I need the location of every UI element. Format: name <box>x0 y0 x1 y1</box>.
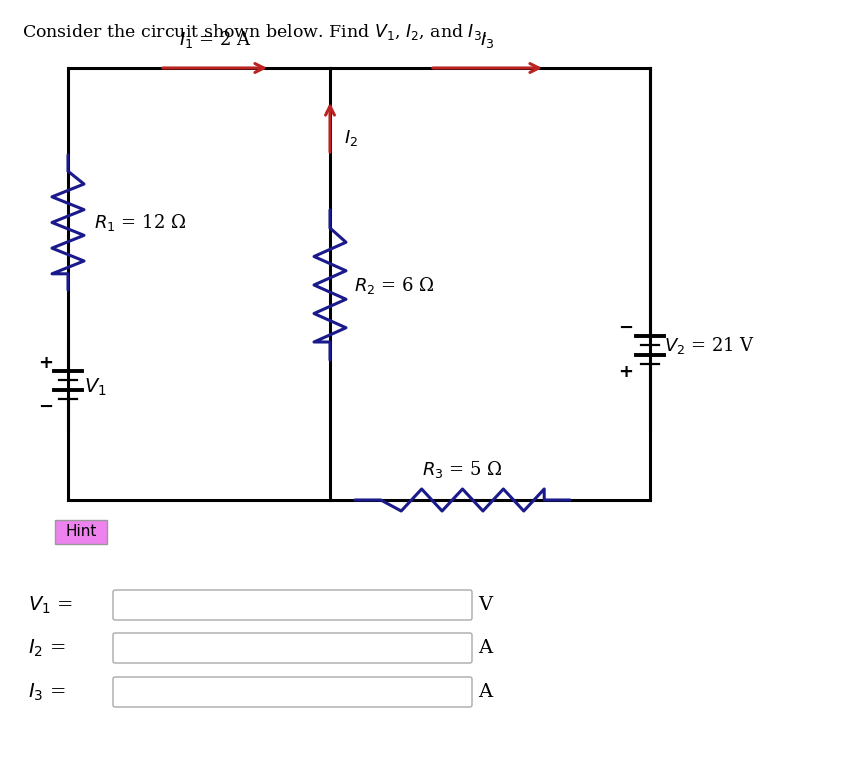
Text: $V_1$ =: $V_1$ = <box>28 594 73 615</box>
Text: $R_1$ = 12 Ω: $R_1$ = 12 Ω <box>94 212 186 233</box>
Text: $V_1$: $V_1$ <box>84 377 107 398</box>
Text: −: − <box>38 398 54 416</box>
Text: $V_2$ = 21 V: $V_2$ = 21 V <box>664 336 754 356</box>
FancyBboxPatch shape <box>55 520 107 544</box>
Text: +: + <box>618 363 633 381</box>
FancyBboxPatch shape <box>113 677 472 707</box>
Text: Consider the circuit shown below. Find $V_1$, $I_2$, and $I_3$.: Consider the circuit shown below. Find $… <box>22 22 486 42</box>
Text: $I_1$ = 2 A: $I_1$ = 2 A <box>178 29 251 50</box>
Text: $R_3$ = 5 Ω: $R_3$ = 5 Ω <box>421 459 502 480</box>
Text: Hint: Hint <box>65 525 96 540</box>
Text: +: + <box>38 354 54 372</box>
FancyBboxPatch shape <box>113 633 472 663</box>
Text: $I_2$: $I_2$ <box>344 127 357 148</box>
Text: $I_3$: $I_3$ <box>479 30 494 50</box>
Text: $I_2$ =: $I_2$ = <box>28 637 66 659</box>
Text: A: A <box>478 639 491 657</box>
Text: $R_2$ = 6 Ω: $R_2$ = 6 Ω <box>354 274 434 296</box>
Text: −: − <box>618 319 633 337</box>
Text: A: A <box>478 683 491 701</box>
FancyBboxPatch shape <box>113 590 472 620</box>
Text: V: V <box>478 596 491 614</box>
Text: $I_3$ =: $I_3$ = <box>28 681 66 703</box>
